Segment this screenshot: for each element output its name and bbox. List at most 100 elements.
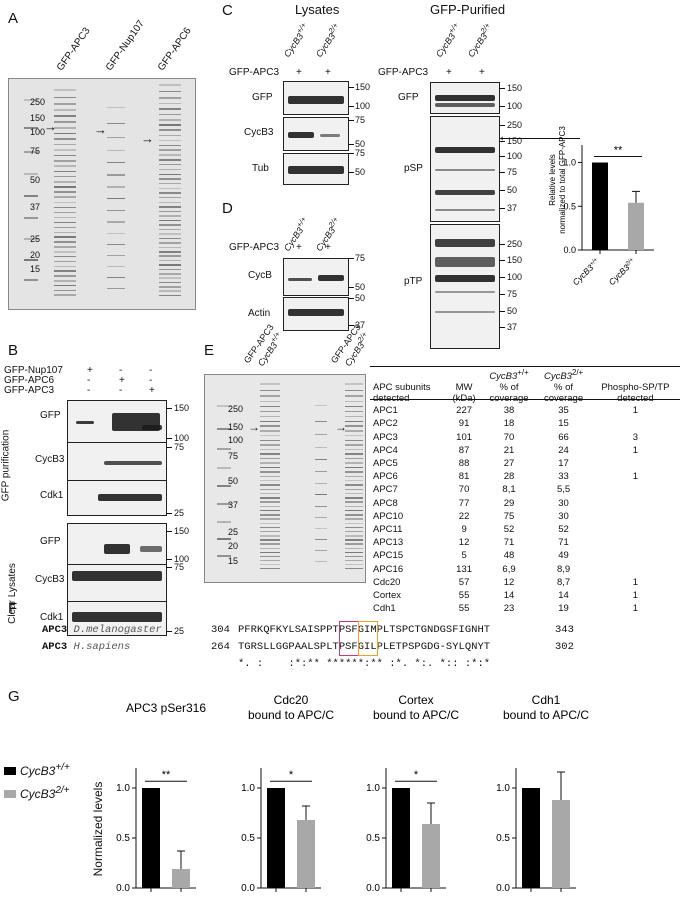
mw-label: 150 [174, 403, 190, 413]
table-cell: 57 [458, 576, 470, 588]
table-cell: 52 [503, 523, 515, 535]
table-cell: 29 [503, 497, 515, 509]
table-cell: 3 [632, 431, 639, 443]
table-row: Cdc20 57 12 8,7 1 [370, 576, 680, 589]
table-cell: 87 [458, 444, 470, 456]
chart-c: 0.0 0.5 1.0 ** Relative levelsnormalized to … [548, 126, 654, 287]
blot-b-cdk1-pur [67, 480, 167, 516]
table-row: APC15 5 48 49 [370, 549, 680, 562]
mw-label: 50 [507, 306, 518, 316]
mw-label: 150 [507, 255, 523, 265]
y-tick-label: 1.0 [241, 783, 255, 794]
table-cell [591, 562, 680, 575]
table-cell [591, 549, 680, 562]
blot-label: CycB3 [35, 574, 65, 585]
panel-letter-b: B [8, 342, 19, 359]
chart-title: bound to APC/C [248, 708, 334, 722]
table-row: Cdh1 55 23 19 1 [370, 602, 680, 615]
lane-label: GFP-Nup107 [103, 18, 147, 74]
seq-start: 304 [211, 624, 230, 636]
blot-label: Tub [252, 163, 269, 174]
table-cell: 33 [558, 471, 569, 483]
row-label: GFP-APC3 [4, 385, 55, 396]
blot-label: CycB3 [35, 454, 65, 465]
mw-label: 150 [174, 526, 190, 536]
marker-label: 50 [30, 175, 41, 185]
genotype-label: CycB32/+ [313, 21, 341, 59]
table-cell [591, 510, 680, 523]
marker-label: 20 [228, 541, 239, 551]
sig-label: ** [614, 145, 623, 157]
table-header: CycB3+/+% of coverage [489, 368, 529, 405]
table-row: APC6 81 28 33 1 [370, 470, 680, 483]
table-cell: 131 [456, 563, 473, 575]
table-cell: APC15 [373, 550, 404, 562]
table-cell: 1 [632, 576, 639, 588]
arrow-icon: → [248, 420, 260, 434]
mw-label: 25 [174, 626, 185, 636]
genotype-label: CycB3+/+ [433, 20, 461, 59]
chart-c-ylabel: Relative levelsnormalized to total GFP-A… [548, 126, 567, 234]
blot-b-gfp-pur [67, 400, 167, 443]
marker-label: 100 [30, 127, 46, 137]
charts-g: 0.00.51.0**APC3 pSer3160.00.51.0*Cdc20bo… [116, 693, 589, 894]
table-cell [591, 496, 680, 509]
coomassie-gel-a [8, 78, 196, 310]
marker-label: 100 [228, 435, 244, 445]
sign: + [296, 242, 302, 253]
sign: - [87, 375, 91, 386]
table-cell: Cortex [373, 589, 401, 601]
table-cell: 49 [558, 550, 569, 562]
table-row: APC13 12 71 71 [370, 536, 680, 549]
table-header: MW (kDa) [452, 382, 476, 405]
table-cell: 8,7 [556, 576, 571, 588]
arrow-icon: → [94, 122, 107, 137]
table-cell: 30 [558, 497, 569, 509]
chart-title: Cortex [398, 693, 433, 707]
bar [422, 824, 440, 888]
table-cell: 15 [558, 418, 569, 430]
title-purified: GFP-Purified [430, 2, 506, 17]
mw-label: 75 [174, 562, 185, 572]
marker-label: 37 [228, 500, 239, 510]
table-cell [591, 523, 680, 536]
arrow-left-icon: ← [497, 128, 513, 145]
bar [628, 202, 644, 250]
mw-label: 150 [355, 82, 371, 92]
table-cell: APC7 [373, 484, 398, 496]
category-label: CycB3+/+ [570, 256, 601, 287]
table-cell: APC8 [373, 497, 398, 509]
table-cell: APC16 [373, 563, 404, 575]
table-cell: 227 [456, 405, 473, 417]
bar [297, 820, 315, 888]
marker-label: 15 [228, 556, 239, 566]
table-cell: 21 [503, 444, 515, 456]
table-cell: APC13 [373, 537, 404, 549]
sign: - [149, 375, 153, 386]
table-cell: 8,9 [556, 563, 571, 575]
table-cell: 5 [461, 550, 467, 562]
mw-label: 50 [507, 185, 518, 195]
table-cell: APC2 [373, 418, 398, 430]
table-row: APC1 227 38 35 1 [370, 404, 680, 417]
y-tick-label: 0.0 [241, 883, 255, 894]
table-cell: 14 [558, 589, 569, 601]
sign: - [119, 385, 123, 396]
table-cell: 70 [503, 431, 515, 443]
genotype-label: CycB3+/+ [281, 20, 309, 59]
table-header: CycB32/+% of coverage [543, 368, 584, 405]
y-tick-label: 1.0 [563, 158, 576, 168]
table-cell: APC4 [373, 444, 398, 456]
table-cell: 1 [632, 603, 639, 615]
blot-c-psp [430, 116, 500, 222]
table-cell: 17 [558, 458, 569, 469]
table-cell: 1 [632, 405, 639, 417]
panel-letter-f: F [8, 600, 18, 617]
sig-label: * [289, 769, 294, 781]
blot-b-cycb3-lys [67, 564, 167, 602]
legend-swatch-wt [4, 767, 16, 775]
blot-c-ptp [430, 224, 500, 349]
table-cell: 18 [503, 418, 515, 430]
marker-label: 15 [30, 264, 41, 274]
table-cell: 1 [632, 444, 639, 456]
